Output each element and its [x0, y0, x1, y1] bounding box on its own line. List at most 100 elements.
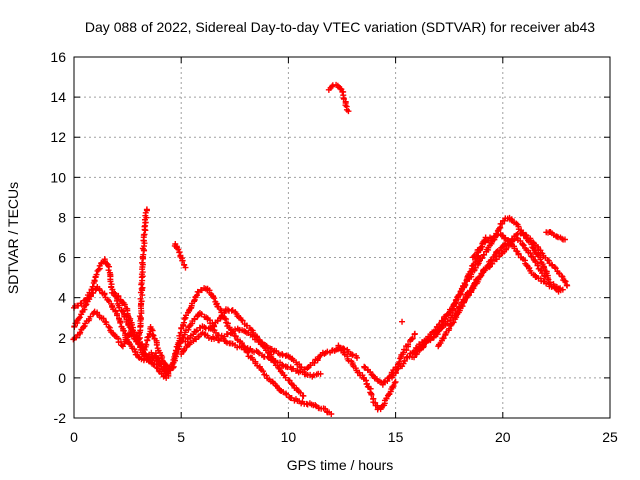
data-point	[477, 273, 484, 280]
series-arc-j	[325, 81, 352, 115]
data-point	[401, 357, 408, 364]
data-point	[232, 333, 239, 340]
data-point	[479, 255, 486, 262]
data-point	[218, 332, 225, 339]
y-tick-label: 4	[58, 290, 66, 306]
series-isolated	[399, 318, 406, 325]
data-point	[317, 370, 324, 377]
data-point	[136, 334, 143, 341]
data-point	[172, 350, 179, 357]
data-point	[121, 301, 128, 308]
data-point	[530, 239, 537, 246]
data-point	[450, 319, 457, 326]
data-point	[543, 280, 550, 287]
data-point	[254, 349, 261, 356]
x-tick-label: 5	[177, 429, 185, 445]
data-point	[430, 333, 437, 340]
data-point	[324, 348, 331, 355]
data-point	[95, 266, 102, 273]
data-point	[461, 297, 468, 304]
series-spike-3h	[136, 206, 150, 341]
data-point	[117, 319, 124, 326]
data-point	[415, 347, 422, 354]
data-point	[452, 300, 459, 307]
data-point	[82, 302, 89, 309]
data-point	[464, 292, 471, 299]
data-point	[537, 256, 544, 263]
data-point	[112, 292, 119, 299]
data-point	[176, 343, 183, 350]
data-point	[489, 260, 496, 267]
data-point	[141, 346, 148, 353]
y-tick-label: 2	[58, 330, 66, 346]
data-point	[258, 339, 265, 346]
data-point	[278, 361, 285, 368]
data-point	[551, 264, 558, 271]
data-point	[396, 358, 403, 365]
data-point	[93, 271, 100, 278]
series-arc-q	[469, 231, 566, 294]
y-tick-label: 16	[50, 49, 66, 65]
series-arc-i	[171, 240, 189, 271]
data-point	[534, 262, 541, 269]
x-tick-label: 10	[281, 429, 297, 445]
data-point	[240, 343, 247, 350]
data-point	[459, 303, 466, 310]
y-tick-label: -2	[54, 410, 67, 426]
chart-title: Day 088 of 2022, Sidereal Day-to-day VTE…	[85, 19, 595, 35]
data-point	[438, 325, 445, 332]
data-point	[470, 285, 477, 292]
data-point	[296, 361, 303, 368]
data-point	[349, 352, 356, 359]
data-point	[462, 281, 469, 288]
data-point	[501, 235, 508, 242]
data-point	[90, 290, 97, 297]
data-point	[416, 346, 423, 353]
data-point	[499, 220, 506, 227]
series-arc-r	[543, 229, 568, 243]
data-point	[101, 291, 108, 298]
y-tick-label: 12	[50, 129, 66, 145]
data-point	[176, 249, 183, 256]
series-arc-h	[182, 323, 324, 380]
data-point	[83, 301, 90, 308]
data-point	[136, 313, 143, 320]
x-tick-label: 15	[388, 429, 404, 445]
data-point	[105, 323, 112, 330]
data-point	[392, 378, 399, 385]
y-tick-label: 14	[50, 89, 66, 105]
data-point	[118, 307, 125, 314]
y-tick-label: 8	[58, 209, 66, 225]
data-point	[328, 410, 335, 417]
data-point	[383, 395, 390, 402]
data-point	[124, 336, 131, 343]
data-point	[191, 316, 198, 323]
data-point	[391, 379, 398, 386]
data-point	[193, 292, 200, 299]
data-point	[111, 289, 118, 296]
data-point	[389, 384, 396, 391]
data-point	[380, 379, 387, 386]
data-point	[559, 286, 566, 293]
data-point	[356, 369, 363, 376]
data-point	[143, 206, 150, 213]
x-axis-label: GPS time / hours	[287, 457, 394, 473]
series-arc-d	[111, 289, 174, 373]
data-points	[70, 81, 571, 417]
data-point	[311, 359, 318, 366]
data-point	[264, 353, 271, 360]
data-point	[104, 296, 111, 303]
data-point	[562, 278, 569, 285]
data-point	[121, 313, 128, 320]
data-point	[527, 250, 534, 257]
data-point	[354, 354, 361, 361]
data-point	[411, 330, 418, 337]
data-point	[179, 257, 186, 264]
data-point	[182, 264, 189, 271]
x-tick-label: 20	[495, 429, 511, 445]
data-point	[91, 277, 98, 284]
data-point	[149, 331, 156, 338]
series-arc-k	[335, 342, 399, 413]
data-point	[390, 383, 397, 390]
data-point	[136, 330, 143, 337]
